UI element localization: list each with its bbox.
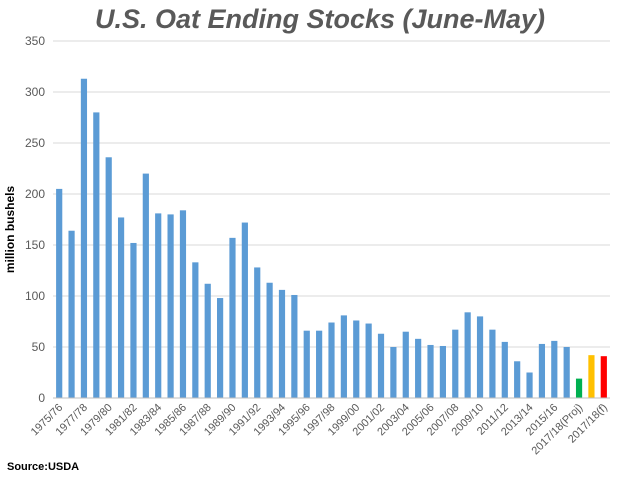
chart-title: U.S. Oat Ending Stocks (June-May) <box>94 4 546 34</box>
bar <box>526 372 533 398</box>
bar <box>538 343 546 398</box>
bar <box>80 78 88 399</box>
source-note: Source:USDA <box>7 461 80 473</box>
bar <box>489 329 496 398</box>
bar <box>316 330 323 398</box>
bar <box>353 320 360 398</box>
bar <box>501 341 508 398</box>
bar <box>254 267 261 398</box>
bar <box>452 329 459 398</box>
bar <box>377 333 385 398</box>
bar <box>217 298 224 398</box>
bar <box>427 344 434 398</box>
bar <box>68 230 75 398</box>
bar <box>439 345 446 398</box>
bar <box>130 242 137 398</box>
bars <box>56 78 607 399</box>
bar <box>179 210 187 398</box>
bar <box>402 331 409 398</box>
bar <box>167 214 174 398</box>
bar <box>588 355 595 398</box>
bar <box>105 157 112 398</box>
bar <box>204 283 211 398</box>
bar <box>291 294 298 398</box>
bar <box>229 237 236 398</box>
bar <box>551 340 558 398</box>
bar <box>390 347 397 398</box>
y-tick-label: 200 <box>25 187 45 201</box>
bar <box>266 282 273 398</box>
bar <box>241 222 248 398</box>
bar <box>514 361 521 398</box>
bar <box>56 188 63 398</box>
bar <box>303 330 310 398</box>
bar <box>476 316 484 398</box>
y-tick-label: 300 <box>25 85 45 99</box>
bar <box>93 112 100 399</box>
y-axis-title: million bushels <box>3 186 17 274</box>
y-axis-ticks: 0 50 100 150 200 250 300 350 <box>25 34 45 405</box>
bar <box>600 356 607 398</box>
bar <box>155 213 162 398</box>
bar <box>415 338 422 398</box>
y-tick-label: 250 <box>25 136 45 150</box>
bar <box>464 312 471 398</box>
y-tick-label: 100 <box>25 289 45 303</box>
y-tick-label: 150 <box>25 238 45 252</box>
y-tick-label: 50 <box>32 340 46 354</box>
bar <box>142 173 149 398</box>
bar <box>365 323 372 398</box>
bar <box>340 315 347 398</box>
y-tick-label: 0 <box>38 391 45 405</box>
bar <box>117 217 125 398</box>
y-tick-label: 350 <box>25 34 45 48</box>
x-axis-ticks: 1975/761977/781979/801981/821983/841985/… <box>29 402 610 458</box>
bar <box>192 262 199 398</box>
bar <box>328 322 335 398</box>
bar <box>575 378 583 398</box>
bar <box>563 347 570 398</box>
bar <box>278 289 286 398</box>
